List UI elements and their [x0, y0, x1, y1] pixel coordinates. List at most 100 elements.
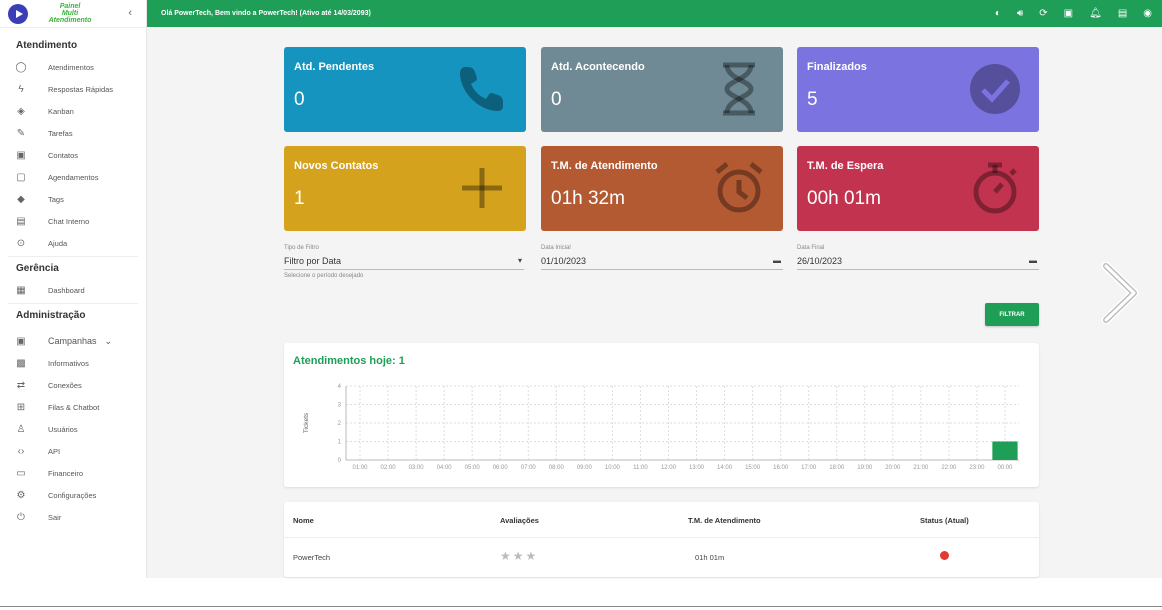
sidebar-item-label: Configurações	[48, 490, 97, 500]
x-tick-label: 16:00	[773, 465, 789, 471]
dashboard-icon: ▦	[16, 284, 26, 296]
card-value: 00h 01m	[807, 188, 881, 209]
end-date-field[interactable]: Data Final 26/10/2023 ▬	[797, 245, 1039, 270]
calendar-icon[interactable]: ▬	[773, 256, 781, 265]
sidebar-item-filas-chatbot[interactable]: ⊞ Filas & Chatbot	[0, 396, 146, 418]
sidebar-item-label: Respostas Rápidas	[48, 84, 114, 94]
money-icon: ▭	[16, 467, 26, 479]
power-icon: ⏻	[17, 511, 25, 523]
table-header-ratings: Avaliações	[500, 516, 539, 525]
start-date-label: Data Inicial	[541, 245, 571, 251]
chevron-down-icon[interactable]: ⌄	[104, 335, 113, 346]
bottom-divider	[0, 606, 1162, 607]
campaign-icon: ▣	[16, 335, 26, 347]
sidebar-item-respostas-r-pidas[interactable]: ϟ Respostas Rápidas	[0, 78, 146, 100]
y-tick-label: 4	[338, 384, 342, 390]
sidebar-item-campanhas[interactable]: ▣ Campanhas ⌄	[0, 330, 146, 352]
x-tick-label: 10:00	[605, 465, 621, 471]
x-tick-label: 17:00	[801, 465, 817, 471]
notification-bell-icon[interactable]: 🔔︎	[1089, 8, 1102, 19]
x-tick-label: 22:00	[941, 465, 957, 471]
x-tick-label: 05:00	[465, 465, 481, 471]
sidebar-item-label: Contatos	[48, 150, 79, 160]
stat-card-t-m-de-espera: T.M. de Espera 00h 01m	[797, 146, 1039, 231]
sidebar-item-configura-es[interactable]: ⚙ Configurações	[0, 484, 146, 506]
sidebar-item-usu-rios[interactable]: ♙ Usuários	[0, 418, 146, 440]
end-date-label: Data Final	[797, 245, 825, 251]
sidebar-item-label: API	[48, 446, 61, 456]
users-icon: ♙	[16, 423, 26, 435]
logo-line-1: Painel	[59, 3, 81, 10]
sidebar-item-label: Filas & Chatbot	[48, 402, 100, 412]
refresh-icon[interactable]: ⟳	[1039, 8, 1048, 19]
sidebar-item-sair[interactable]: ⏻ Sair	[0, 506, 146, 528]
hourglass-icon	[723, 62, 755, 116]
sidebar-item-label: Sair	[48, 512, 62, 522]
code-icon: ‹›	[17, 445, 25, 457]
logo-area: Painel Multi Atendimento ‹	[0, 0, 146, 28]
dropdown-arrow-icon[interactable]: ▾	[517, 256, 522, 265]
filter-type-value: Filtro por Data	[284, 256, 342, 266]
sidebar-item-label: Financeiro	[48, 468, 84, 478]
chat-icon: ▤	[16, 215, 26, 227]
start-date-input[interactable]: 01/10/2023 ▬	[541, 256, 783, 270]
table-header-name: Nome	[293, 516, 314, 525]
next-arrow-icon[interactable]	[1096, 262, 1142, 324]
sidebar-item-label: Agendamentos	[48, 172, 99, 182]
chevron-left-icon[interactable]: ‹	[128, 7, 132, 19]
sidebar-item-kanban[interactable]: ◈ Kanban	[0, 100, 146, 122]
chat-icon[interactable]: ▣	[1063, 8, 1074, 19]
card-value: 0	[551, 89, 562, 110]
table-divider	[284, 537, 1039, 538]
sidebar-item-contatos[interactable]: ▣ Contatos	[0, 144, 146, 166]
greeting-text: Olá PowerTech, Bem vindo a PowerTech! (A…	[161, 10, 371, 17]
filter-type-hint: Selecione o período desejado	[284, 273, 364, 279]
tag-icon: ◆	[17, 193, 25, 205]
x-tick-label: 21:00	[913, 465, 929, 471]
table-header-time: T.M. de Atendimento	[688, 516, 761, 525]
announcements-icon[interactable]: ▤	[1117, 8, 1128, 19]
sidebar-item-api[interactable]: ‹› API	[0, 440, 146, 462]
sidebar-item-agendamentos[interactable]: ▢ Agendamentos	[0, 166, 146, 188]
y-tick-label: 0	[338, 458, 342, 464]
account-icon[interactable]: ◉	[1143, 8, 1152, 19]
chart-card: Atendimentos hoje: 1 0 1 2 3 4 01:00 02:00 03:0…	[284, 343, 1039, 487]
whatsapp-icon: ◯	[15, 61, 27, 73]
sidebar-item-informativos[interactable]: ▩ Informativos	[0, 352, 146, 374]
theme-toggle-icon[interactable]: ◐	[994, 8, 1001, 19]
start-date-field[interactable]: Data Inicial 01/10/2023 ▬	[541, 245, 783, 270]
card-title: T.M. de Atendimento	[551, 160, 658, 172]
sidebar-item-atendimentos[interactable]: ◯ Atendimentos	[0, 56, 146, 78]
sidebar-item-label: Conexões	[48, 380, 82, 390]
sidebar-item-label: Tags	[48, 194, 64, 204]
sidebar-item-dashboard[interactable]: ▦ Dashboard	[0, 279, 146, 301]
card-value: 0	[294, 89, 305, 110]
sidebar-item-conex-es[interactable]: ⇄ Conexões	[0, 374, 146, 396]
card-title: T.M. de Espera	[807, 160, 884, 172]
sidebar-item-ajuda[interactable]: ⊙ Ajuda	[0, 232, 146, 254]
filter-button[interactable]: FILTRAR	[985, 303, 1039, 326]
sidebar-item-tarefas[interactable]: ✎ Tarefas	[0, 122, 146, 144]
end-date-input[interactable]: 26/10/2023 ▬	[797, 256, 1039, 270]
sidebar-item-tags[interactable]: ◆ Tags	[0, 188, 146, 210]
pencil-icon: ✎	[16, 127, 26, 139]
rating-stars: ★★★	[500, 549, 539, 563]
chart-title: Atendimentos hoje: 1	[293, 355, 405, 367]
card-title: Atd. Acontecendo	[551, 61, 645, 73]
sidebar-item-label: Kanban	[48, 106, 74, 116]
volume-icon[interactable]: 🔊︎	[1016, 8, 1024, 19]
sidebar-item-label: Tarefas	[48, 128, 73, 138]
logo-line-2: Multi	[61, 10, 79, 17]
filter-type-field[interactable]: Tipo de Filtro Filtro por Data ▾ Selecio…	[284, 245, 524, 279]
sidebar-item-financeiro[interactable]: ▭ Financeiro	[0, 462, 146, 484]
stat-card-finalizados: Finalizados 5	[797, 47, 1039, 132]
filter-type-select[interactable]: Filtro por Data ▾	[284, 256, 524, 270]
sidebar-item-chat-interno[interactable]: ▤ Chat Interno	[0, 210, 146, 232]
calendar-icon[interactable]: ▬	[1029, 256, 1037, 265]
main-content: Atd. Pendentes 0 Atd. Acontecendo 0 Finaliza…	[147, 27, 1162, 578]
x-tick-label: 01:00	[353, 465, 369, 471]
stat-card-novos-contatos: Novos Contatos 1	[284, 146, 526, 231]
gear-icon: ⚙	[16, 489, 26, 501]
bar-00:00	[992, 441, 1018, 460]
x-tick-label: 12:00	[661, 465, 677, 471]
